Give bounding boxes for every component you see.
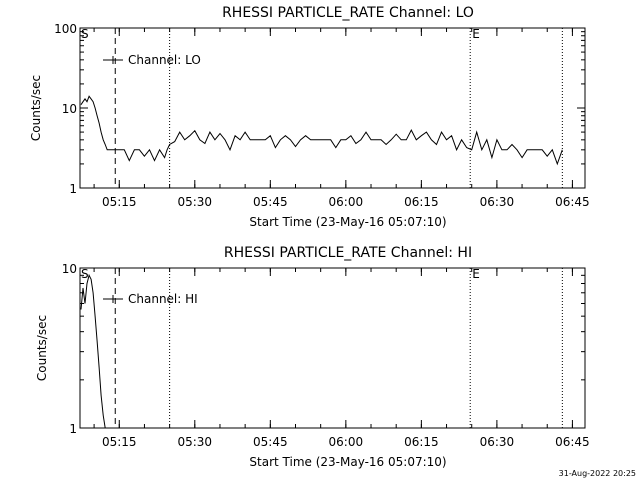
x-tick-label-hi-0: 05:15 <box>102 435 137 449</box>
x-ticks-hi: 05:15 05:30 05:45 06:00 06:15 06:30 06:45 <box>93 268 590 449</box>
marker-label-hi-2: E <box>472 267 480 281</box>
x-tick-label-lo-1: 05:30 <box>177 195 212 209</box>
y-ticks-lo: 1 10 100 <box>54 22 585 196</box>
legend-label-lo: Channel: LO <box>128 53 201 67</box>
chart-title-hi: RHESSI PARTICLE_RATE Channel: HI <box>224 245 472 261</box>
plot-frame-lo <box>79 27 586 189</box>
y-tick-label-hi-0: 1 <box>69 422 77 436</box>
x-tick-label-lo-3: 06:00 <box>329 195 364 209</box>
plot-frame-hi <box>79 267 586 429</box>
x-ticks-lo: 05:15 05:30 05:45 06:00 06:15 06:30 06:45 <box>93 28 590 209</box>
legend-lo: Channel: LO <box>103 53 201 67</box>
x-tick-label-lo-0: 05:15 <box>102 195 137 209</box>
series-lo <box>80 95 563 166</box>
x-tick-label-lo-2: 05:45 <box>253 195 288 209</box>
legend-label-hi: Channel: HI <box>128 292 198 306</box>
x-tick-label-lo-6: 06:45 <box>555 195 590 209</box>
marker-label-lo-0: S <box>81 27 89 41</box>
footer-date: 31-Aug-2022 20:25 <box>559 469 636 478</box>
chart-title-lo: RHESSI PARTICLE_RATE Channel: LO <box>222 5 474 21</box>
x-tick-label-lo-4: 06:15 <box>404 195 439 209</box>
series-hi <box>80 273 106 429</box>
x-tick-label-hi-3: 06:00 <box>329 435 364 449</box>
chart-panel-hi: RHESSI PARTICLE_RATE Channel: HI Counts/… <box>35 245 590 469</box>
series-line-hi-0 <box>80 273 106 429</box>
x-tick-label-hi-4: 06:15 <box>404 435 439 449</box>
x-axis-label-hi: Start Time (23-May-16 05:07:10) <box>249 455 446 469</box>
y-tick-label-hi-1: 10 <box>62 262 77 276</box>
marker-label-lo-2: E <box>472 27 480 41</box>
y-tick-label-lo-1: 10 <box>62 102 77 116</box>
y-tick-label-lo-2: 100 <box>54 22 77 36</box>
x-tick-label-hi-6: 06:45 <box>555 435 590 449</box>
legend-hi: Channel: HI <box>103 292 198 306</box>
series-line-lo-0 <box>80 95 563 166</box>
y-axis-label-lo: Counts/sec <box>29 75 43 141</box>
x-axis-label-lo: Start Time (23-May-16 05:07:10) <box>249 215 446 229</box>
x-tick-label-hi-2: 05:45 <box>253 435 288 449</box>
y-axis-label-hi: Counts/sec <box>35 315 49 381</box>
marker-label-hi-0: S <box>81 267 89 281</box>
chart-panel-lo: RHESSI PARTICLE_RATE Channel: LO Counts/… <box>29 5 590 229</box>
x-tick-label-hi-1: 05:30 <box>177 435 212 449</box>
y-tick-label-lo-0: 1 <box>69 182 77 196</box>
x-tick-label-hi-5: 06:30 <box>480 435 515 449</box>
y-ticks-hi: 1 10 <box>62 262 585 436</box>
x-tick-label-lo-5: 06:30 <box>480 195 515 209</box>
